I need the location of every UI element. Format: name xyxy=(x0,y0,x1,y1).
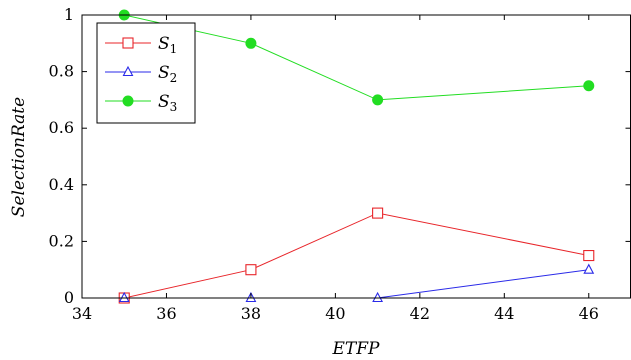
legend-entry: S1 xyxy=(105,34,177,56)
data-point xyxy=(372,94,384,106)
legend-label: S1 xyxy=(158,34,177,56)
data-point xyxy=(583,250,595,262)
legend-marker xyxy=(122,65,134,77)
legend-label: S3 xyxy=(158,92,177,114)
x-tick-label: 44 xyxy=(494,304,514,323)
x-tick-label: 42 xyxy=(410,304,430,323)
y-tick-label: 0 xyxy=(64,288,74,307)
data-point xyxy=(118,291,130,303)
legend-marker xyxy=(122,95,134,107)
data-point xyxy=(372,291,384,303)
y-tick-label: 1 xyxy=(64,5,74,24)
data-point xyxy=(245,264,257,276)
legend-entry: S2 xyxy=(105,63,177,85)
plot-area xyxy=(118,9,595,304)
legend-marker xyxy=(122,37,134,49)
y-tick-label: 0.8 xyxy=(49,62,74,81)
x-tick-label: 40 xyxy=(325,304,345,323)
data-point xyxy=(372,207,384,219)
data-point xyxy=(583,80,595,92)
x-axis-label: ETFP xyxy=(332,339,381,359)
legend: S1 S2 S3 xyxy=(96,22,196,124)
legend-entry: S3 xyxy=(105,92,177,114)
y-axis-label: SelectionRate xyxy=(9,97,29,217)
x-tick-label: 38 xyxy=(241,304,261,323)
data-point xyxy=(245,37,257,49)
series-S1 xyxy=(118,207,595,304)
y-tick-label: 0.2 xyxy=(49,231,74,250)
y-tick-label: 0.6 xyxy=(49,118,74,137)
legend-label: S2 xyxy=(158,63,177,85)
legend-box xyxy=(96,22,196,124)
series-line xyxy=(124,212,589,299)
series-line xyxy=(124,269,589,299)
x-tick-label: 46 xyxy=(579,304,599,323)
y-tick-label: 0.4 xyxy=(49,175,74,194)
x-tick-label: 36 xyxy=(156,304,176,323)
data-point xyxy=(583,263,595,274)
x-tick-label: 34 xyxy=(72,304,92,323)
